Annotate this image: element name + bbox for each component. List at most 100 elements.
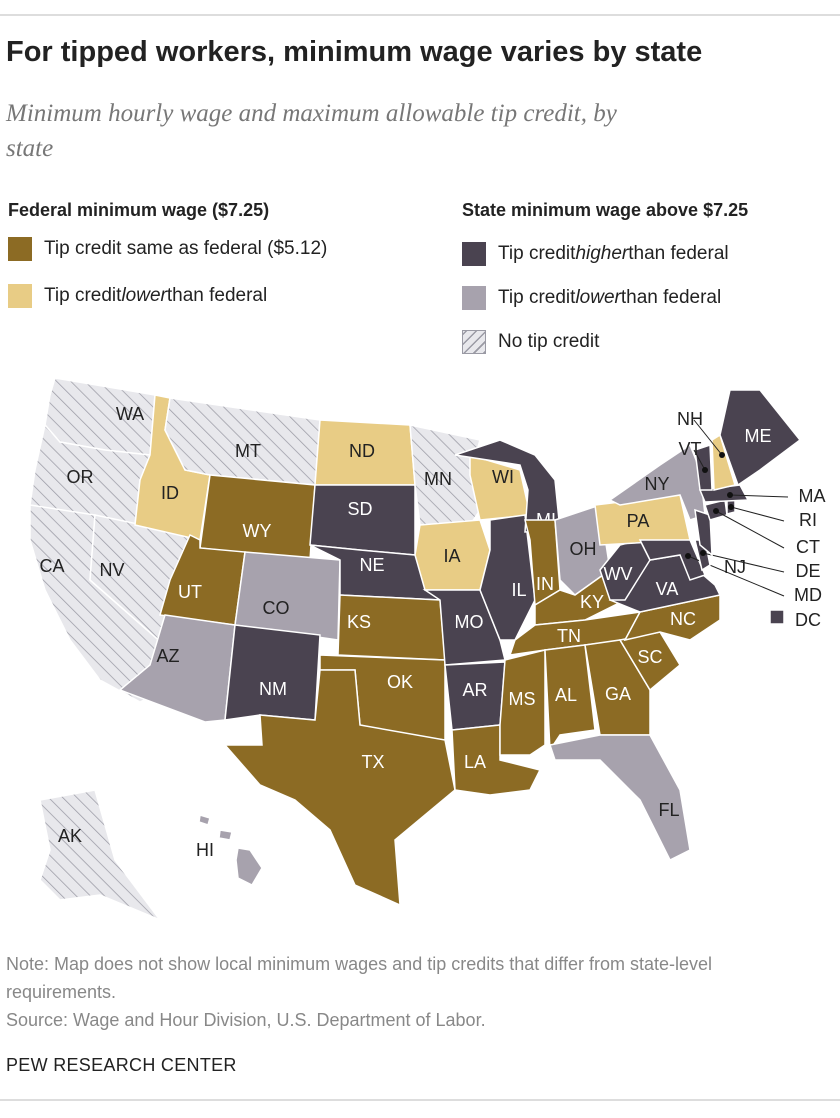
state-label: AL [555,685,577,705]
state-label: GA [605,684,631,704]
leader-line [730,506,785,522]
state-label: SD [347,499,372,519]
state-label: NY [644,474,669,494]
leader-line [702,552,785,573]
leader-dot [719,452,725,458]
state-label: ME [745,426,772,446]
state-label: ID [161,483,179,503]
leader-line [693,419,723,456]
state-label: WV [604,564,633,584]
subtitle: Minimum hourly wage and maximum allowabl… [6,100,617,162]
state-label: VT [678,439,701,459]
state-label: WI [492,467,514,487]
state-label: MD [794,585,822,605]
legend-label: lower [121,285,167,306]
state-shape [199,474,316,561]
state-label: KS [347,612,371,632]
state-shape [549,734,691,862]
state-label: FL [658,800,679,820]
legend-label: Tip credit [498,243,576,264]
source: Source: Wage and Hour Division, U.S. Dep… [6,1010,486,1030]
state-label: CT [796,537,820,557]
title: For tipped workers, minimum wage varies … [6,36,703,68]
legend-heading: Federal minimum wage ($7.25) [8,200,270,220]
state-label: AR [462,680,487,700]
state-label: AZ [156,646,179,666]
state-label: NV [99,560,124,580]
leader-dot [728,504,734,510]
state-label: MS [509,689,536,709]
legend-label: lower [575,287,621,308]
state-label: LA [464,752,486,772]
state-shape [769,609,785,625]
state-label: IN [536,574,554,594]
state-label: IA [443,546,460,566]
legend-item: Tip credit same as federal ($5.12) [8,236,327,262]
leader-line [715,510,785,549]
legend-heading: State minimum wage above $7.25 [462,200,749,220]
legend-swatch [8,237,32,261]
legend-swatch [462,286,486,310]
state-label: OR [67,467,94,487]
state-label: RI [799,510,817,530]
state-label: MA [799,486,826,506]
state-label: AK [58,826,82,846]
state-label: NH [677,409,703,429]
state-label: UT [178,582,202,602]
leader-dot [727,492,733,498]
state-shape [409,424,481,526]
legend-item: No tip credit [462,329,599,355]
legend-label: higher [575,243,629,264]
state-label: KY [580,592,604,612]
legend-label: No tip credit [498,331,600,352]
leader-dot [700,550,706,556]
state-label: NE [359,555,384,575]
legend-item: Tip credit lower than federal [462,285,721,311]
state-shape [638,539,707,581]
legend-label: than federal [166,285,268,306]
legend-swatch [462,330,486,354]
state-label: NC [670,609,696,629]
state-shape [224,624,321,721]
legend-item: Tip credit lower than federal [8,283,267,309]
state-label: TN [557,626,581,646]
state-label: HI [196,840,214,860]
state-label: ND [349,441,375,461]
state-shape [544,644,596,753]
state-label: NJ [724,557,746,577]
state-label: SC [637,647,662,667]
state-label: OK [387,672,413,692]
legend-swatch [8,284,32,308]
state-label: WY [243,521,272,541]
leader-line [729,494,789,498]
state-label: CA [39,556,64,576]
state-shape [711,433,736,491]
state-label: MT [235,441,261,461]
state-shape [39,789,163,922]
state-label: MN [424,469,452,489]
legend-label: than federal [620,287,722,308]
state-label: WA [116,404,144,424]
leader-dot [713,508,719,514]
state-label: CO [263,598,290,618]
state-label: NM [259,679,287,699]
legend-swatch [462,242,486,266]
legend-label: Tip credit [44,285,122,306]
state-label: MO [455,612,484,632]
state-label: OH [570,539,597,559]
state-shape [694,508,713,557]
state-shape [719,389,802,487]
state-label: TX [361,752,384,772]
note: Note: Map does not show local minimum wa… [6,954,712,1002]
footer: PEW RESEARCH CENTER [6,1055,237,1075]
leader-dot [685,553,691,559]
state-label: PA [627,511,650,531]
leader-dot [702,467,708,473]
state-shape [309,484,416,556]
state-label: DE [795,561,820,581]
legend-label: than federal [628,243,729,264]
state-shape [198,814,263,886]
leader-line [693,449,706,471]
